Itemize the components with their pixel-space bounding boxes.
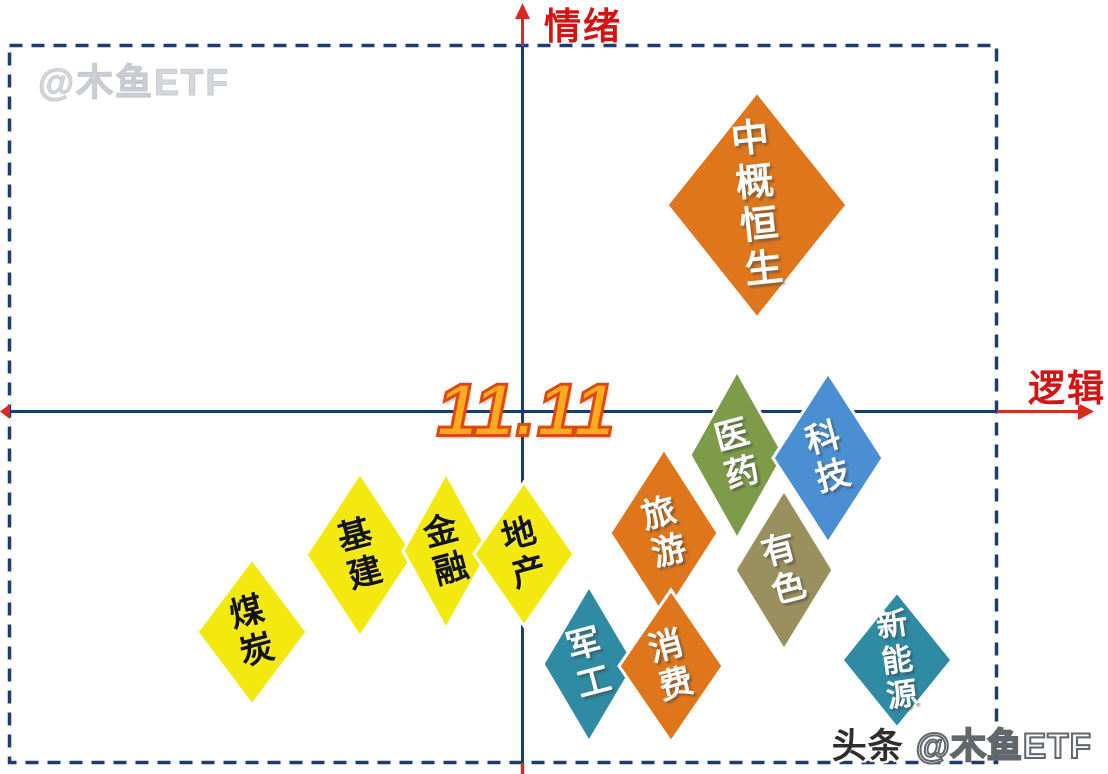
x-axis-arrow-right — [1078, 403, 1094, 420]
x-axis-label: 逻辑 — [1028, 368, 1106, 409]
sector-diamond — [733, 487, 835, 653]
sector-diamond — [665, 89, 849, 321]
sector-diamond — [771, 370, 885, 546]
sector-diamond — [617, 587, 725, 745]
x-axis-arrow-left — [0, 404, 10, 419]
dashed-border — [7, 43, 999, 765]
sector-diamond — [472, 479, 576, 629]
sector-diamond — [688, 367, 786, 543]
watermark-bottom-handle: @木鱼ETF — [915, 726, 1092, 767]
sector-diamond — [401, 469, 491, 633]
sector-diamond — [840, 589, 954, 731]
sector-diamond — [195, 556, 309, 708]
watermark-bottom-prefix: 头条 — [831, 727, 904, 766]
sector-diamond — [541, 583, 637, 745]
y-axis-label: 情绪 — [544, 6, 622, 47]
watermark-top: @木鱼ETF — [38, 62, 230, 104]
watermark-bottom: 头条 @木鱼ETF — [832, 718, 1092, 769]
y-axis-arrow-top — [515, 3, 530, 19]
date-label: 11.11 — [435, 367, 616, 453]
sector-diamonds — [195, 89, 954, 745]
sector-diamond — [304, 470, 416, 640]
